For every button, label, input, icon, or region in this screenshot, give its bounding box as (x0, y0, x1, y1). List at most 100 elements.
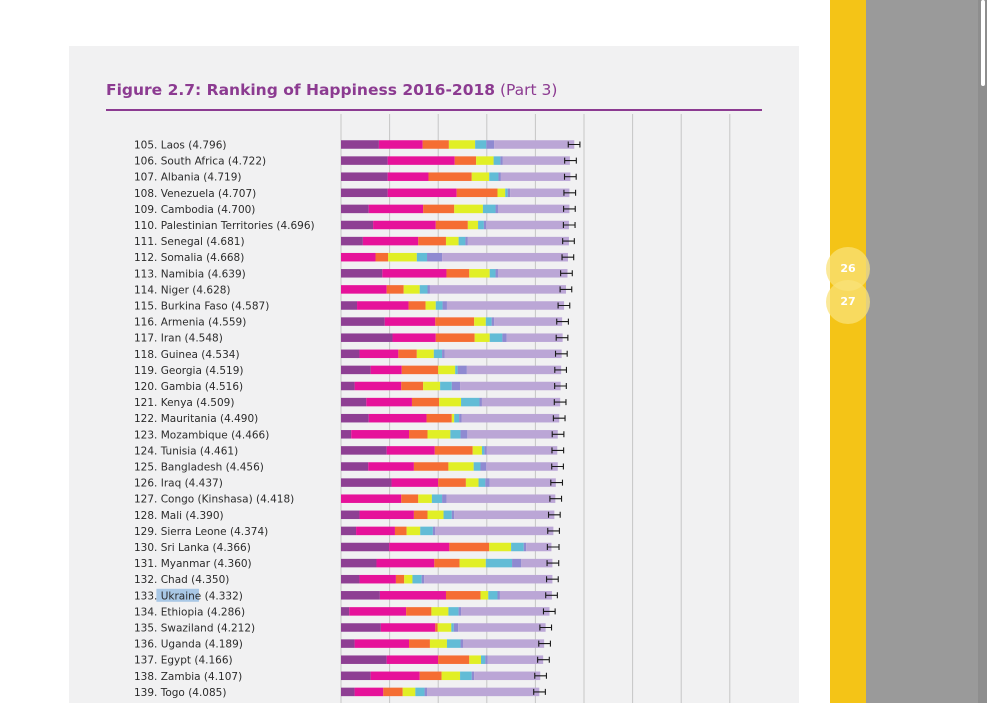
error-bar (562, 238, 575, 245)
chart-row: 106. South Africa (4.722) (134, 156, 577, 168)
bar-segment (389, 542, 450, 552)
bar-segment (368, 413, 427, 423)
bar-segment (446, 269, 470, 278)
bar-segment (446, 301, 565, 310)
bar-segment (354, 381, 402, 391)
bar-segment (404, 574, 413, 584)
bar-segment (386, 655, 439, 664)
row-label: 111. Senegal (4.681) (134, 236, 245, 248)
scrollbar-track[interactable] (978, 0, 987, 703)
bar-segment (431, 494, 443, 503)
bar-segment (411, 397, 440, 407)
bar-segment (376, 558, 435, 568)
error-bar (547, 527, 560, 534)
bar-segment (478, 478, 486, 487)
row-label: 134. Ethiopia (4.286) (134, 606, 245, 618)
bar-segment (458, 236, 466, 246)
bar-segment (409, 639, 430, 648)
bar-segment (474, 671, 541, 681)
error-bar (563, 189, 577, 196)
bar-segment (341, 542, 390, 552)
bar-segment (401, 381, 424, 391)
bar-segment (341, 285, 387, 294)
bar-segment (402, 687, 416, 697)
bar-segment (458, 607, 462, 616)
bar-segment (341, 269, 383, 278)
error-bar (556, 318, 569, 325)
chart-row: 117. Iran (4.548) (134, 333, 569, 345)
bar-segment (521, 558, 553, 568)
chart-rows: 105. Laos (4.796) 106. South Africa (4.72… (134, 140, 581, 699)
bar-segment (467, 236, 569, 246)
ranking-chart: 105. Laos (4.796) 106. South Africa (4.72… (134, 114, 731, 703)
bar-segment (486, 140, 495, 149)
bar-segment (495, 204, 498, 214)
chart-row: 126. Iraq (4.437) (134, 478, 564, 490)
bar-segment (451, 413, 455, 423)
bar-segment (480, 591, 489, 600)
error-bar (559, 286, 573, 293)
bar-segment (341, 365, 371, 375)
bar-segment (354, 639, 410, 648)
bar-segment (341, 446, 387, 455)
bar-segment (439, 397, 462, 407)
bar-segment (370, 671, 420, 681)
bar-segment (461, 413, 560, 423)
row-label: 125. Bangladesh (4.456) (134, 462, 264, 474)
bar-segment (391, 478, 439, 487)
bar-segment (435, 317, 475, 326)
row-label: 124. Tunisia (4.461) (134, 445, 238, 457)
bar-segment (453, 623, 459, 632)
bar-segment (479, 397, 482, 407)
bar-segment (357, 301, 409, 310)
error-bar (551, 447, 565, 454)
bar-segment (497, 591, 500, 600)
bar-segment (512, 558, 522, 568)
bar-segment (454, 204, 483, 214)
bar-segment (341, 349, 360, 359)
page-number-27[interactable]: 27 (826, 280, 870, 324)
bar-segment (435, 301, 443, 310)
scrollbar-thumb[interactable] (981, 0, 985, 86)
bar-segment (435, 623, 438, 632)
bar-segment (511, 542, 524, 552)
bar-segment (415, 687, 425, 697)
error-bar (567, 141, 581, 148)
chart-row: 121. Kenya (4.509) (134, 397, 567, 409)
bar-segment (438, 478, 466, 487)
bar-segment (427, 285, 430, 294)
bar-segment (425, 301, 436, 310)
bar-segment (442, 494, 447, 503)
error-bar (553, 399, 567, 406)
error-bar (546, 576, 559, 583)
bar-segment (387, 172, 429, 181)
chart-row: 130. Sri Lanka (4.366) (134, 542, 560, 554)
bar-segment (341, 558, 377, 568)
bar-segment (469, 655, 481, 664)
bar-segment (359, 574, 396, 584)
row-label: 127. Congo (Kinshasa) (4.418) (134, 494, 294, 506)
bar-segment (475, 140, 487, 149)
error-bar (547, 511, 561, 518)
bar-segment (485, 558, 513, 568)
bar-segment (448, 462, 474, 471)
bar-segment (469, 269, 490, 278)
bar-segment (454, 510, 555, 520)
bar-segment (341, 655, 387, 664)
bar-segment (341, 607, 350, 616)
bar-segment (480, 655, 486, 664)
bar-segment (427, 510, 444, 520)
bar-segment (500, 172, 571, 181)
bar-segment (418, 236, 446, 246)
bar-segment (427, 687, 540, 697)
chart-row: 138. Zambia (4.107) (134, 671, 547, 683)
bar-segment (341, 301, 358, 310)
error-bar (555, 334, 569, 341)
chart-title: Figure 2.7: Ranking of Happiness 2016-20… (106, 81, 557, 99)
bar-segment (489, 269, 496, 278)
bar-segment (424, 687, 428, 697)
row-label: 137. Egypt (4.166) (134, 655, 233, 667)
bar-segment (368, 204, 424, 214)
bar-segment (432, 526, 436, 536)
row-label: 136. Uganda (4.189) (134, 639, 243, 651)
